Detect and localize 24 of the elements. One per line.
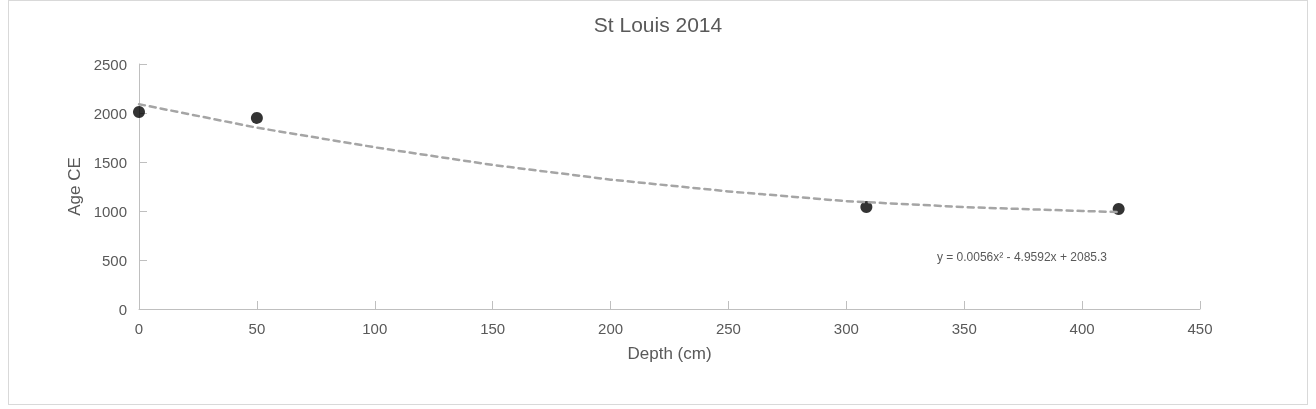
point bbox=[133, 106, 145, 119]
x-tick-label: 150 bbox=[480, 320, 506, 337]
x-tick-label: 100 bbox=[362, 320, 388, 337]
x-tick-label: 450 bbox=[1187, 320, 1213, 337]
x-tick-label: 50 bbox=[248, 320, 266, 337]
y-tick-label: 2500 bbox=[93, 55, 127, 73]
chart-title: St Louis 2014 bbox=[593, 13, 723, 36]
x-tick-label: 0 bbox=[134, 320, 144, 337]
x-tick-label: 350 bbox=[951, 320, 977, 337]
y-tick-label: 2000 bbox=[93, 104, 127, 122]
x-tick-label: 250 bbox=[715, 320, 741, 337]
y-tick-label: 500 bbox=[101, 251, 127, 269]
point bbox=[1112, 203, 1125, 216]
x-tick-label: 300 bbox=[833, 320, 859, 337]
y-tick-label: 1500 bbox=[93, 153, 127, 171]
x-tick-label: 400 bbox=[1069, 320, 1095, 337]
y-tick-label: 1000 bbox=[93, 202, 127, 220]
y-axis-title: Age CE bbox=[64, 157, 84, 216]
point bbox=[860, 201, 873, 214]
point bbox=[250, 111, 263, 124]
annotation: y = 0.0056x² - 4.9592x + 2085.3 bbox=[936, 250, 1108, 264]
x-axis-title: Depth (cm) bbox=[627, 344, 712, 363]
y-tick-label: 0 bbox=[118, 300, 127, 318]
x-tick-label: 200 bbox=[598, 320, 624, 337]
